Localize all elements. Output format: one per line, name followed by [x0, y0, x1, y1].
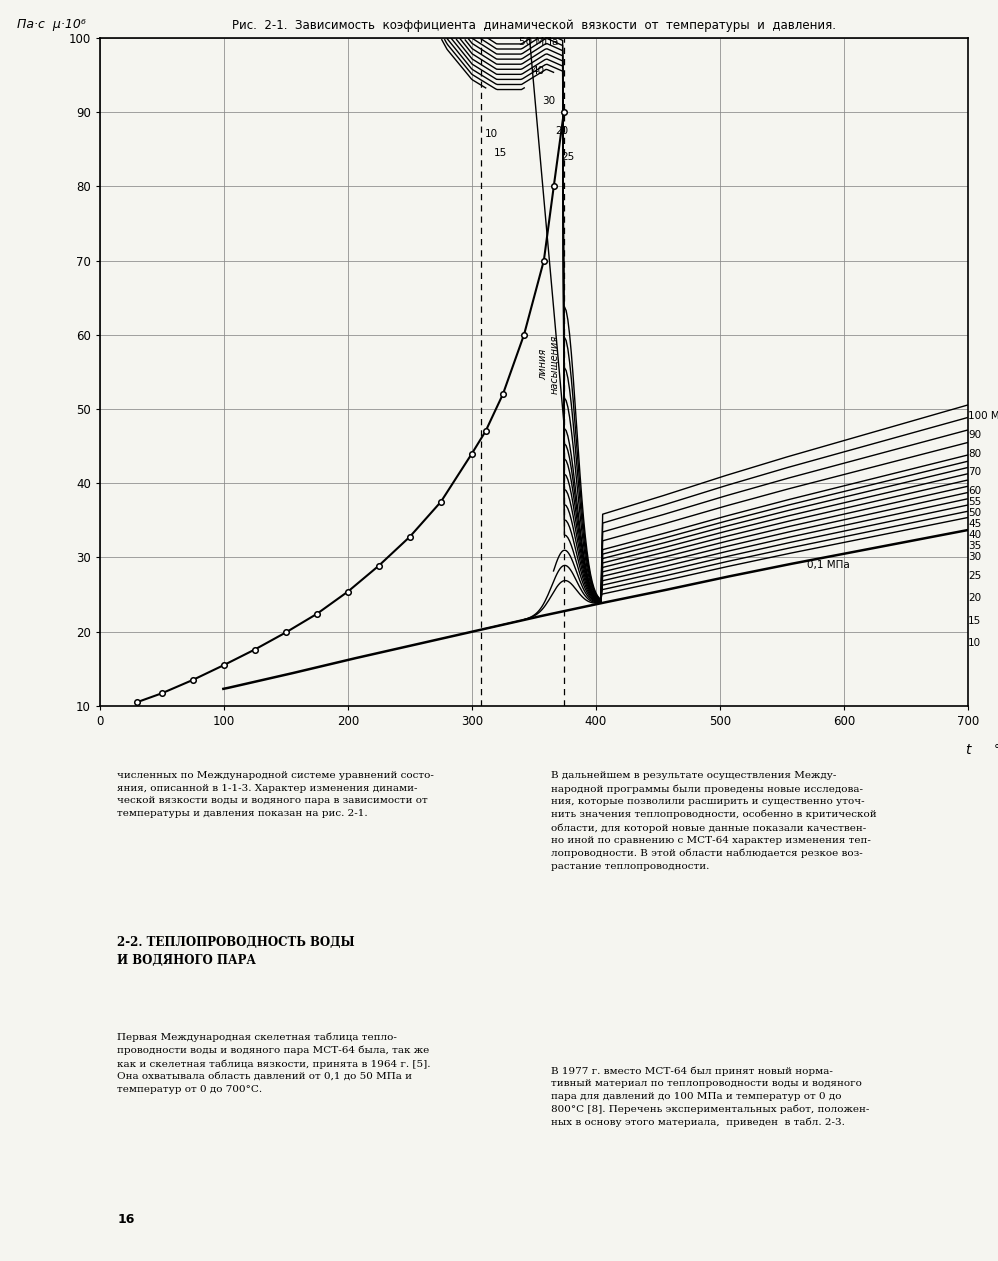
Text: 60: 60 [968, 485, 981, 496]
Text: 30: 30 [543, 96, 556, 106]
Text: линия
насыщения: линия насыщения [538, 335, 560, 395]
Text: 25: 25 [968, 571, 981, 581]
Text: В дальнейшем в результате осуществления Между-
народной программы были проведены: В дальнейшем в результате осуществления … [551, 772, 877, 871]
Text: 20: 20 [968, 593, 981, 603]
Text: 16: 16 [117, 1213, 135, 1226]
Text: 55: 55 [968, 497, 981, 507]
Text: численных по Международной системе уравнений состо-
яния, описанной в 1-1-3. Хар: численных по Международной системе уравн… [117, 772, 434, 818]
Text: Па·с  μ·10⁶: Па·с μ·10⁶ [17, 18, 86, 32]
Text: Первая Международная скелетная таблица тепло-
проводности воды и водяного пара М: Первая Международная скелетная таблица т… [117, 1033, 431, 1093]
Text: °C: °C [994, 743, 998, 755]
Text: 35: 35 [968, 541, 981, 551]
Text: 0,1 МПа: 0,1 МПа [806, 560, 849, 570]
Text: 10: 10 [484, 130, 497, 139]
Text: 15: 15 [968, 615, 981, 625]
Text: 100 МПа: 100 МПа [968, 411, 998, 421]
Text: 25: 25 [561, 151, 575, 161]
Text: 50: 50 [968, 508, 981, 518]
Text: 40: 40 [532, 67, 545, 76]
Text: 45: 45 [968, 520, 981, 530]
Text: 20: 20 [555, 126, 568, 136]
Text: 15: 15 [494, 148, 508, 158]
Text: 2-2. ТЕПЛОПРОВОДНОСТЬ ВОДЫ
И ВОДЯНОГО ПАРА: 2-2. ТЕПЛОПРОВОДНОСТЬ ВОДЫ И ВОДЯНОГО ПА… [117, 936, 355, 967]
Text: В 1977 г. вместо МСТ-64 был принят новый норма-
тивный материал по теплопроводно: В 1977 г. вместо МСТ-64 был принят новый… [551, 1067, 869, 1127]
Text: 40: 40 [968, 530, 981, 540]
Text: 50 МПа: 50 МПа [519, 37, 559, 47]
Title: Рис.  2-1.  Зависимость  коэффициента  динамической  вязкости  от  температуры  : Рис. 2-1. Зависимость коэффициента динам… [232, 19, 836, 33]
Text: 80: 80 [968, 449, 981, 459]
Text: 90: 90 [968, 430, 981, 440]
Text: t: t [965, 743, 971, 757]
Text: 10: 10 [968, 638, 981, 648]
Text: 70: 70 [968, 467, 981, 477]
Text: 30: 30 [968, 552, 981, 562]
